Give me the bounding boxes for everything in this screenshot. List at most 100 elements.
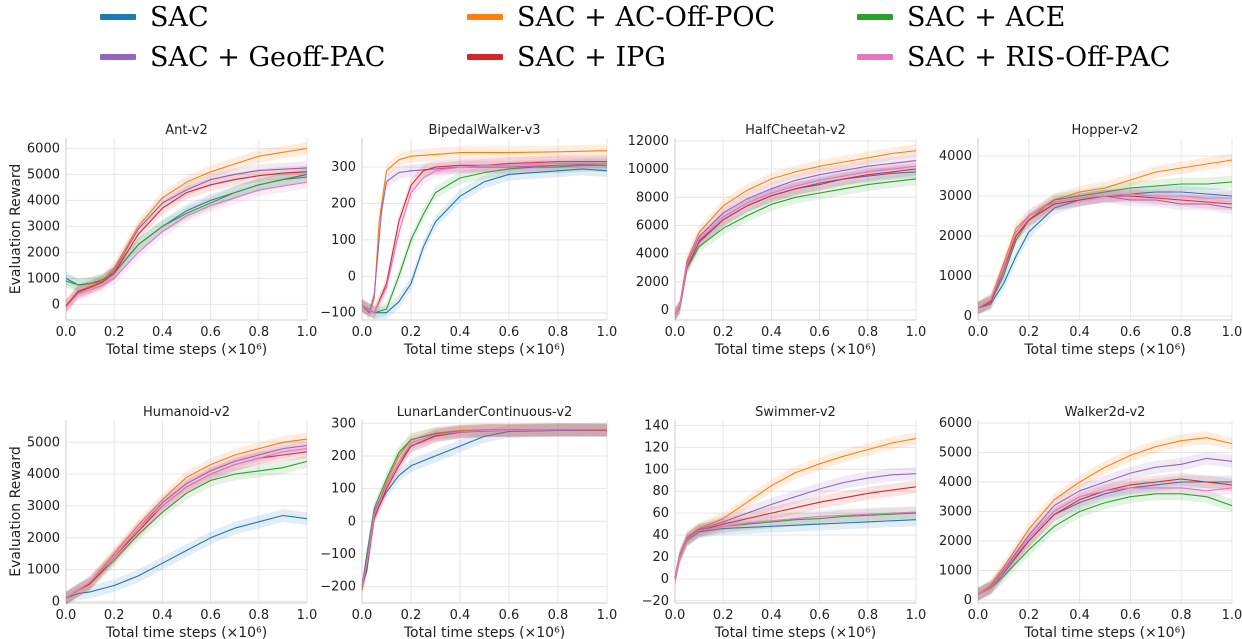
legend: SAC SAC + AC-Off-POC SAC + ACE SAC + Geoff-…: [0, 0, 1242, 80]
legend-item: SAC + ACE: [857, 0, 1065, 34]
x-axis-label: Total time steps (×10⁶): [714, 342, 876, 358]
y-tick-label: 4000: [939, 475, 972, 490]
series-line: [65, 171, 308, 307]
y-tick-label: 20: [652, 550, 669, 565]
legend-label: SAC + Geoff-PAC: [150, 41, 386, 73]
chart-title: Walker2d-v2: [1065, 405, 1146, 420]
x-tick-label: 0.2: [1018, 608, 1039, 623]
series-band: [675, 480, 916, 586]
series-line: [361, 168, 608, 314]
x-tick-label: 0.0: [352, 608, 373, 623]
series-line: [977, 487, 1233, 595]
y-tick-label: 80: [652, 484, 669, 499]
y-tick-label: 300: [331, 160, 356, 175]
series-line: [361, 429, 607, 587]
x-tick-label: 1.0: [597, 608, 618, 623]
legend-label: SAC + RIS-Off-PAC: [907, 41, 1171, 73]
y-tick-label: 2000: [636, 275, 669, 290]
series-band: [66, 165, 307, 313]
series-band: [978, 487, 1232, 601]
y-tick-label: −100: [320, 547, 356, 562]
series-line: [65, 147, 308, 308]
series-line: [977, 493, 1233, 595]
y-tick-label: −100: [320, 306, 356, 321]
y-tick-label: 100: [644, 462, 669, 477]
y-tick-label: 0: [52, 594, 60, 609]
y-tick-label: 3000: [939, 189, 972, 204]
series-line: [674, 160, 917, 315]
series-line: [361, 161, 607, 314]
x-tick-label: 0.4: [450, 608, 471, 623]
y-tick-label: 6000: [636, 218, 669, 233]
x-tick-label: 0.6: [499, 608, 520, 623]
series-band: [675, 513, 916, 586]
x-tick-label: 1.0: [297, 325, 318, 340]
x-tick-label: 0.2: [713, 325, 734, 340]
chart-title: Humanoid-v2: [143, 405, 230, 420]
y-tick-label: 2000: [939, 229, 972, 244]
x-tick-label: 0.0: [56, 325, 77, 340]
y-tick-label: 100: [331, 233, 356, 248]
series-band: [978, 431, 1232, 601]
chart-panel: 0 1000 2000 3000 4000 5000 0.0 0.2 0.4 0.6 0.8 1.0 H…: [8, 405, 317, 639]
chart-panel: −20 0 20 40 60 80 100 120 140 0.0 0.2 0.4 0.6 0.8 1.0 S…: [642, 405, 927, 639]
y-tick-label: 2000: [27, 531, 60, 546]
series-line: [65, 514, 308, 599]
x-tick-label: 0.2: [713, 608, 734, 623]
chart-title: HalfCheetah-v2: [745, 123, 846, 138]
series-line: [65, 176, 308, 286]
legend-swatch: [467, 14, 503, 20]
y-tick-label: 2000: [27, 245, 60, 260]
series-band: [362, 162, 607, 320]
y-tick-label: 5000: [27, 167, 60, 182]
x-tick-label: 0.0: [352, 325, 373, 340]
series-line: [361, 429, 607, 587]
y-axis-label: Evaluation Reward: [8, 164, 24, 294]
x-tick-label: 0.6: [200, 325, 221, 340]
y-tick-label: 5000: [939, 445, 972, 460]
series-line: [674, 150, 917, 315]
series-line: [674, 473, 917, 580]
y-tick-label: 3000: [27, 219, 60, 234]
x-tick-label: 0.0: [665, 325, 686, 340]
y-tick-label: 8000: [636, 190, 669, 205]
series-band: [978, 185, 1232, 315]
y-tick-label: 1000: [939, 564, 972, 579]
x-tick-label: 0.4: [1069, 325, 1090, 340]
legend-label: SAC: [150, 1, 209, 33]
series-band: [978, 153, 1232, 315]
y-tick-label: −20: [642, 594, 669, 609]
y-tick-label: 0: [52, 297, 60, 312]
series-line: [361, 164, 607, 314]
x-tick-label: 0.2: [1018, 325, 1039, 340]
y-tick-label: 0: [964, 309, 972, 324]
legend-swatch: [100, 54, 136, 60]
x-tick-label: 1.0: [1222, 325, 1242, 340]
series-line: [65, 448, 308, 599]
series-band: [675, 506, 916, 586]
y-tick-label: 6000: [939, 416, 972, 431]
x-tick-label: 0.6: [809, 325, 830, 340]
series-band: [675, 505, 916, 586]
chart-panel: 0 1000 2000 3000 4000 0.0 0.2 0.4 0.6 0.8 1.0 Hoppe…: [939, 123, 1242, 358]
legend-label: SAC + IPG: [517, 41, 666, 73]
x-axis-label: Total time steps (×10⁶): [403, 625, 565, 639]
series-line: [977, 193, 1232, 309]
x-tick-label: 1.0: [597, 325, 618, 340]
x-tick-label: 0.8: [248, 325, 269, 340]
y-tick-label: 4000: [27, 193, 60, 208]
chart-panel: 0 2000 4000 6000 8000 10000 12000 0.0 0.2 0.4 0.6 0…: [628, 123, 927, 358]
y-tick-label: 200: [331, 449, 356, 464]
series-line: [674, 165, 917, 315]
series-line: [361, 162, 608, 314]
series-band: [362, 423, 607, 594]
y-tick-label: 3000: [27, 499, 60, 514]
series-band: [66, 175, 307, 314]
legend-swatch: [857, 54, 893, 60]
chart-title: Ant-v2: [165, 123, 208, 138]
x-tick-label: 0.4: [761, 608, 782, 623]
x-tick-label: 0.8: [548, 325, 569, 340]
x-tick-label: 0.2: [104, 325, 125, 340]
x-tick-label: 0.0: [968, 325, 989, 340]
y-tick-label: 200: [331, 197, 356, 212]
